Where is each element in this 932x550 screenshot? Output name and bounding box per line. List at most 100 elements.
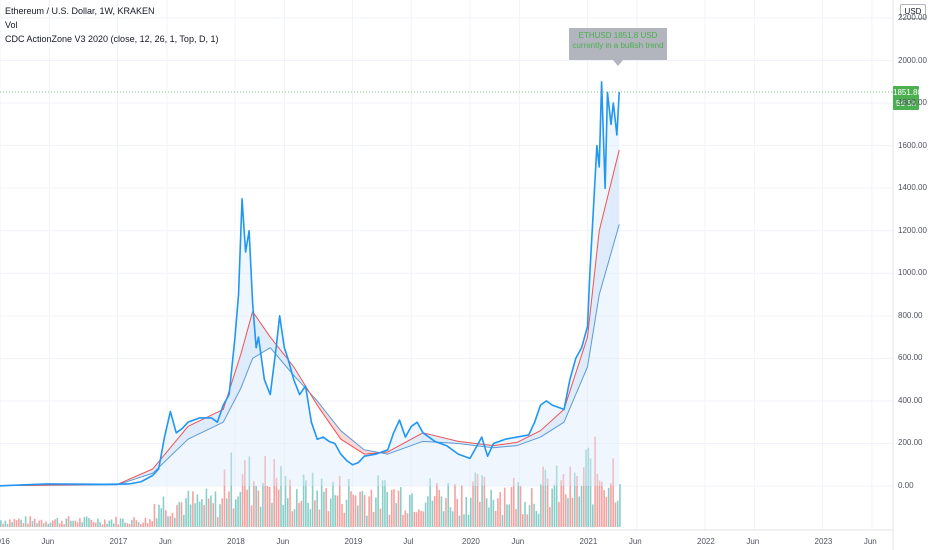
volume-bar [207, 498, 210, 527]
volume-bar [140, 524, 142, 527]
y-tick-label: 1000.00 [898, 268, 927, 278]
x-tick-label: 2022 [697, 537, 715, 546]
volume-bar [436, 482, 438, 527]
volume-bar [420, 510, 422, 527]
volume-bar [228, 491, 230, 527]
y-tick-label: 800.00 [898, 310, 923, 320]
volume-bar [65, 518, 68, 527]
ema-cloud-segment [547, 422, 550, 433]
volume-bar [203, 505, 205, 527]
volume-bar [578, 496, 581, 527]
x-tick-label: 2021 [579, 537, 598, 546]
volume-bar [332, 481, 334, 527]
volume-bar [108, 520, 111, 527]
volume-bar [612, 458, 614, 527]
ema-cloud-segment [437, 436, 440, 443]
x-tick-label: 2019 [344, 537, 363, 546]
volume-bar [424, 502, 427, 527]
ema-cloud-segment [415, 435, 419, 444]
x-tick-label: 2023 [814, 537, 833, 546]
indicator-legend[interactable]: CDC ActionZone V3 2020 (close, 12, 26, 1… [5, 34, 219, 44]
volume-bar [526, 514, 529, 527]
volume-bar [271, 502, 273, 527]
volume-bar [201, 499, 203, 527]
volume-bar [350, 491, 352, 527]
volume-bar [42, 523, 45, 527]
volume-bar [316, 490, 318, 527]
x-tick-label: Jun [276, 537, 290, 546]
volume-bar [135, 520, 138, 527]
y-tick-label: 1400.00 [898, 183, 927, 193]
ema-cloud-segment [345, 434, 348, 444]
volume-bar [515, 509, 517, 527]
volume-bar [616, 500, 619, 527]
volume-bar [97, 518, 99, 527]
x-tick-label: 2018 [227, 537, 245, 546]
volume-bar [508, 504, 511, 527]
ema-cloud-segment [615, 154, 619, 237]
volume-bar [22, 523, 25, 527]
ema-cloud-segment [603, 202, 607, 279]
volume-bar [277, 489, 280, 527]
volume-bar [413, 511, 416, 527]
volume-bar [555, 465, 558, 527]
volume-bar [31, 520, 34, 527]
volume-bar [45, 521, 47, 527]
volume-bar [610, 483, 612, 527]
volume-bar [506, 504, 508, 527]
ema-cloud-segment [580, 351, 583, 384]
volume-legend[interactable]: Vol [5, 20, 18, 30]
volume-bar [429, 478, 431, 527]
volume-bar [449, 507, 452, 527]
volume-bar [58, 523, 61, 527]
y-tick-label: 1800.00 [898, 98, 927, 108]
volume-bar [296, 489, 298, 527]
y-tick-label: 2000.00 [898, 55, 927, 65]
volume-bar [614, 502, 617, 527]
volume-bar [366, 515, 368, 527]
ema-cloud-segment [545, 424, 548, 435]
volume-bar [594, 436, 596, 527]
ema-cloud-segment [611, 173, 614, 254]
volume-bar [411, 493, 413, 527]
symbol-title[interactable]: Ethereum / U.S. Dollar, 1W, KRAKEN [5, 6, 155, 16]
volume-bar [122, 518, 124, 527]
ema-cloud-segment [263, 326, 266, 352]
ema-cloud-segment [439, 436, 442, 443]
volume-bar [433, 496, 436, 527]
volume-bar [302, 474, 305, 527]
volume-bar [537, 513, 540, 527]
volume-bar [70, 520, 72, 527]
ema-cloud-segment [237, 357, 240, 395]
volume-bar [54, 519, 56, 527]
volume-bar [205, 488, 208, 527]
volume-bar [76, 522, 79, 527]
volume-bar [92, 521, 95, 527]
ema-cloud-segment [561, 409, 564, 424]
volume-bar [189, 504, 192, 527]
volume-bar [56, 517, 59, 527]
ema-cloud-segment [277, 346, 280, 359]
ema-cloud-segment [195, 421, 198, 436]
volume-bar [169, 516, 172, 527]
volume-bar [596, 473, 599, 527]
volume-bar [483, 476, 486, 527]
volume-bar [551, 488, 553, 527]
last-price-tag: 1851.80 5d 5h [893, 86, 922, 110]
volume-bar [20, 519, 22, 527]
volume-bar [286, 498, 289, 527]
volume-bar [580, 485, 583, 527]
volume-bar [194, 503, 196, 527]
currency-button[interactable]: USD [900, 4, 926, 19]
volume-bar [284, 475, 287, 527]
ema-cloud [0, 81, 620, 487]
x-tick-label: Jul [403, 537, 414, 546]
volume-bar [280, 466, 282, 527]
volume-bar [18, 518, 20, 527]
volume-bar [63, 524, 65, 527]
volume-bar [85, 516, 88, 527]
volume-bar [101, 524, 104, 527]
volume-bar [546, 478, 549, 527]
volume-bar [262, 482, 264, 527]
